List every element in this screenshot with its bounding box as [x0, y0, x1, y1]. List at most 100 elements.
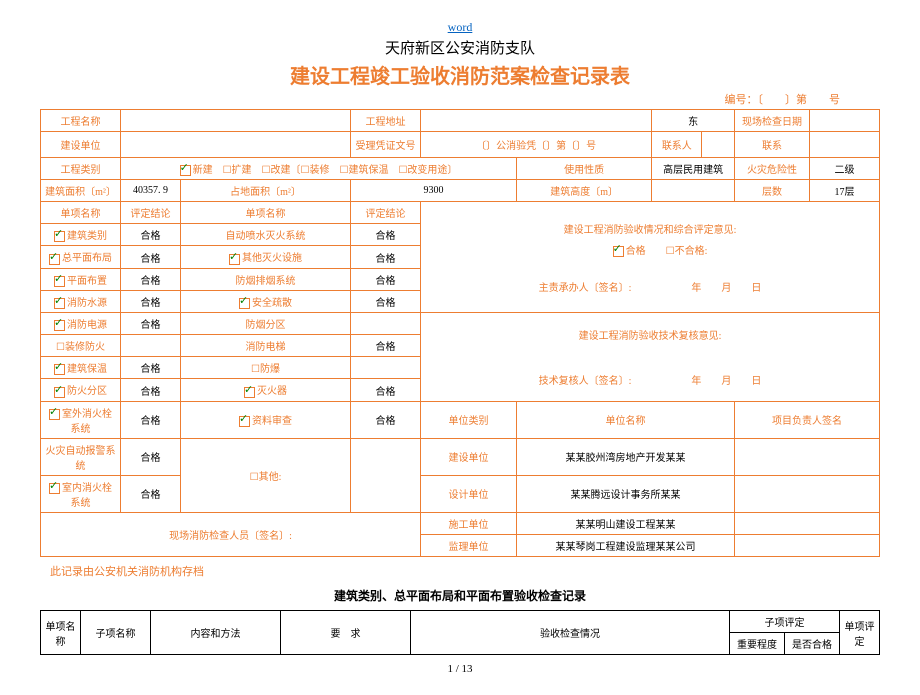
s2-h6: 子项评定 — [730, 611, 840, 633]
item-r4a: 消防水源 — [41, 290, 121, 312]
archive-note: 此记录由公安机关消防机构存档 — [50, 563, 880, 579]
check-pass — [613, 246, 624, 257]
item-r7bv — [351, 357, 421, 379]
section2-title: 建筑类别、总平面布局和平面布置验收检查记录 — [40, 587, 880, 604]
val-project-type: 新建 ☐扩建 ☐改建〔☐装修 ☐建筑保温 ☐改变用途〕 — [121, 158, 517, 180]
item-r1bv: 合格 — [351, 224, 421, 246]
val-phone — [810, 132, 880, 158]
label-contact: 联系人 — [652, 132, 702, 158]
label-fire-risk: 火灾危险性 — [735, 158, 810, 180]
s2-h6b: 是否合格 — [785, 633, 840, 655]
label-project-addr: 工程地址 — [351, 110, 421, 132]
item-r2av: 合格 — [121, 246, 181, 268]
item-r8a: 防火分区 — [41, 379, 121, 401]
item-r6av — [121, 335, 181, 357]
label-project-type: 工程类别 — [41, 158, 121, 180]
unit-u1: 建设单位 — [421, 438, 517, 475]
val-land-area: 9300 — [351, 180, 517, 202]
item-r10av: 合格 — [121, 438, 181, 475]
item-r10a: 火灾自动报警系统 — [41, 438, 121, 475]
unit-u1s — [735, 438, 880, 475]
unit-h3: 项目负责人签名 — [735, 401, 880, 438]
unit-u3s — [735, 513, 880, 535]
item-r8av: 合格 — [121, 379, 181, 401]
item-r6b: 消防电梯 — [181, 335, 351, 357]
item-r3b: 防烟排烟系统 — [181, 268, 351, 290]
label-use-nature: 使用性质 — [517, 158, 652, 180]
s2-h3: 内容和方法 — [151, 611, 281, 655]
item-r11av: 合格 — [121, 475, 181, 512]
item-r7av: 合格 — [121, 357, 181, 379]
item-r4bv: 合格 — [351, 290, 421, 312]
item-r8bv: 合格 — [351, 379, 421, 401]
val-build-unit — [121, 132, 351, 158]
item-r8b: 灭火器 — [181, 379, 351, 401]
item-r9b: 资料审查 — [181, 401, 351, 438]
label-build-height: 建筑高度〔m〕 — [517, 180, 652, 202]
item-r4b: 安全疏散 — [181, 290, 351, 312]
val-floors: 17层 — [810, 180, 880, 202]
s2-h4: 要 求 — [281, 611, 411, 655]
sec1-title: 建设工程消防验收情况和综合评定意见: — [425, 221, 875, 236]
label-floors: 层数 — [735, 180, 810, 202]
serial-number: 编号：〔 〕第 号 — [40, 91, 880, 107]
label-land-area: 占地面积〔m²〕 — [181, 180, 351, 202]
mid-h2: 评定结论 — [121, 202, 181, 224]
val-build-area: 40357. 9 — [121, 180, 181, 202]
val-check-date — [810, 110, 880, 132]
val-build-height — [652, 180, 735, 202]
opinion-area-1: 建设工程消防验收情况和综合评定意见: 合格 ☐不合格: 主责承办人〔签名〕: 年… — [421, 202, 880, 313]
subtitle: 天府新区公安消防支队 — [40, 37, 880, 58]
sign1: 主责承办人〔签名〕: 年 月 日 — [425, 279, 875, 294]
item-r5b: 防烟分区 — [181, 313, 351, 335]
item-r11a: 室内消火栓系统 — [41, 475, 121, 512]
unit-u4s — [735, 535, 880, 557]
item-r4av: 合格 — [121, 290, 181, 312]
item-r5av: 合格 — [121, 313, 181, 335]
mid-h3: 单项名称 — [181, 202, 351, 224]
item-r10bv — [351, 438, 421, 512]
item-r9a: 室外消火栓系统 — [41, 401, 121, 438]
val-project-addr-blank — [421, 110, 652, 132]
item-r7a: 建筑保温 — [41, 357, 121, 379]
val-east: 东 — [652, 110, 735, 132]
item-r3a: 平面布置 — [41, 268, 121, 290]
val-fire-risk: 二级 — [810, 158, 880, 180]
val-project-name — [121, 110, 351, 132]
unit-h1: 单位类别 — [421, 401, 517, 438]
item-r5a: 消防电源 — [41, 313, 121, 335]
item-r6bv: 合格 — [351, 335, 421, 357]
s2-h1: 单项名称 — [41, 611, 81, 655]
bottom-sign-label: 现场消防检查人员〔签名〕: — [41, 513, 421, 557]
item-r10b: ☐其他: — [181, 438, 351, 512]
label-check-date: 现场检查日期 — [735, 110, 810, 132]
unit-u2: 设计单位 — [421, 475, 517, 512]
item-r2a: 总平面布局 — [41, 246, 121, 268]
val-contact — [702, 132, 735, 158]
unit-h2: 单位名称 — [517, 401, 735, 438]
item-r1a: 建筑类别 — [41, 224, 121, 246]
item-r1b: 自动喷水灭火系统 — [181, 224, 351, 246]
item-r3av: 合格 — [121, 268, 181, 290]
s2-h6a: 重要程度 — [730, 633, 785, 655]
section2-table: 单项名称 子项名称 内容和方法 要 求 验收检查情况 子项评定 单项评定 重要程… — [40, 610, 880, 655]
item-r2bv: 合格 — [351, 246, 421, 268]
val-doc-no: 〔〕公消验凭〔〕第〔〕号 — [421, 132, 652, 158]
unit-u1v: 某某胶州湾房地产开发某某 — [517, 438, 735, 475]
label-build-unit: 建设单位 — [41, 132, 121, 158]
unit-u2v: 某某腾远设计事务所某某 — [517, 475, 735, 512]
unit-u3v: 某某明山建设工程某某 — [517, 513, 735, 535]
main-title: 建设工程竣工验收消防范案检查记录表 — [40, 60, 880, 89]
item-r2b: 其他灭火设施 — [181, 246, 351, 268]
item-r7b: ☐防爆 — [181, 357, 351, 379]
label-phone: 联系 — [735, 132, 810, 158]
s2-h7: 单项评定 — [840, 611, 880, 655]
pass-text: 合格 ☐不合格: — [626, 246, 708, 257]
unit-u2s — [735, 475, 880, 512]
mid-h1: 单项名称 — [41, 202, 121, 224]
item-r1av: 合格 — [121, 224, 181, 246]
label-project-name: 工程名称 — [41, 110, 121, 132]
mid-h4: 评定结论 — [351, 202, 421, 224]
label-build-area: 建筑面积〔m²〕 — [41, 180, 121, 202]
item-r3bv: 合格 — [351, 268, 421, 290]
